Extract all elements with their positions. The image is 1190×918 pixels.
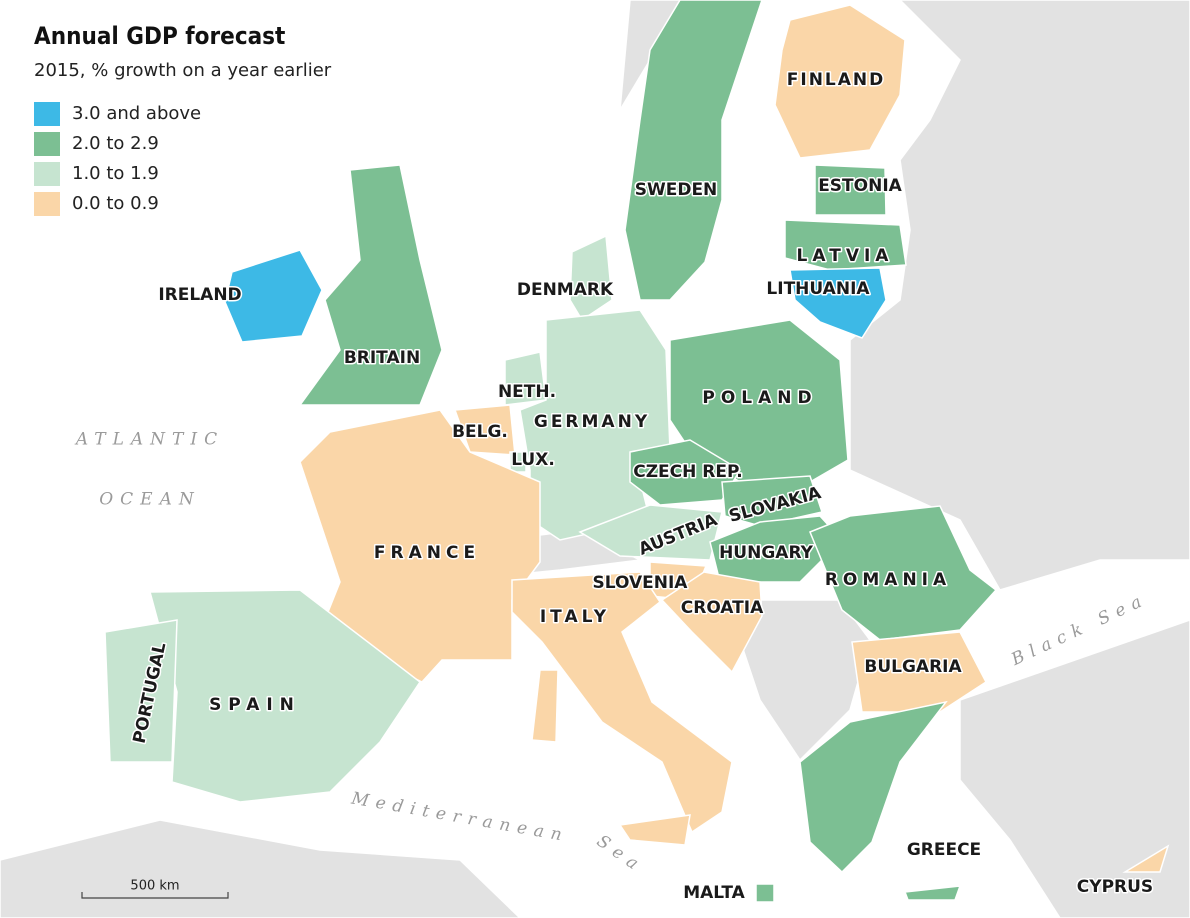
country (851, 631, 987, 713)
country (809, 505, 998, 641)
country (224, 249, 323, 343)
scale-label: 500 km (130, 879, 179, 894)
country-label: GREECE (907, 840, 981, 860)
legend-label: 3.0 and above (72, 103, 201, 124)
country (660, 571, 763, 674)
country-label: CROATIA (681, 598, 764, 618)
north-africa (0, 819, 522, 918)
country-label: BULGARIA (864, 657, 962, 677)
labels: FINLAND SWEDEN ESTONIA LATVIA LITHUANIA IRELA… (74, 69, 1155, 905)
sea-label: OCEAN (99, 490, 201, 510)
country-label: BELG. (452, 422, 508, 442)
country-label: SLOVENIA (593, 573, 689, 593)
legend: 3.0 and above 2.0 to 2.9 1.0 to 1.9 0.0 to … (34, 102, 201, 216)
countries (104, 0, 1170, 903)
country (629, 439, 742, 506)
country (531, 669, 559, 743)
country-label: FINLAND (787, 70, 886, 90)
country-label: LITHUANIA (766, 279, 870, 299)
country-label: ROMANIA (825, 570, 951, 590)
country-label: FRANCE (374, 543, 480, 563)
country (774, 4, 906, 159)
country-label: HUNGARY (719, 543, 814, 563)
scale-bar: 500 km (81, 879, 229, 899)
country-label: LUX. (511, 450, 555, 470)
country-label: MALTA (683, 883, 745, 903)
country (784, 219, 907, 271)
country (509, 451, 527, 473)
country (624, 0, 763, 301)
country-label: DENMARK (517, 280, 614, 300)
country-label: CZECH REP. (633, 462, 743, 482)
country (618, 814, 691, 846)
legend-label: 0.0 to 0.9 (72, 193, 159, 214)
legend-label: 2.0 to 2.9 (72, 133, 159, 154)
country-label: GERMANY (534, 412, 650, 432)
country (755, 883, 775, 903)
country (578, 504, 723, 561)
country-label: SPAIN (209, 695, 301, 715)
country (799, 700, 948, 874)
country-label: BRITAIN (344, 348, 420, 368)
country (569, 234, 613, 322)
country (298, 164, 443, 406)
country (789, 267, 887, 339)
country-label: CYPRUS (1077, 877, 1153, 897)
country (814, 164, 887, 216)
legend-label: 1.0 to 1.9 (72, 163, 159, 184)
country-label: ITALY (540, 607, 610, 627)
country (104, 619, 178, 763)
country (149, 589, 422, 803)
legend-swatch (34, 192, 60, 216)
country-label: NETH. (498, 382, 556, 402)
eastern-land (760, 0, 1190, 591)
turkey (959, 619, 1190, 918)
country (511, 571, 733, 834)
title: Annual GDP forecast (34, 22, 285, 50)
country-label: LATVIA (797, 246, 894, 266)
legend-swatch (34, 132, 60, 156)
country (1122, 844, 1170, 873)
sea-label: ATLANTIC (74, 430, 224, 450)
country (299, 409, 541, 683)
country-label: SWEDEN (635, 180, 718, 200)
country-label: IRELAND (158, 285, 241, 305)
country (903, 885, 962, 901)
legend-swatch (34, 102, 60, 126)
scale-line (81, 892, 229, 899)
subtitle: 2015, % growth on a year earlier (34, 60, 332, 81)
country-label: POLAND (702, 388, 817, 408)
legend-swatch (34, 162, 60, 186)
country-label: ESTONIA (818, 176, 902, 196)
